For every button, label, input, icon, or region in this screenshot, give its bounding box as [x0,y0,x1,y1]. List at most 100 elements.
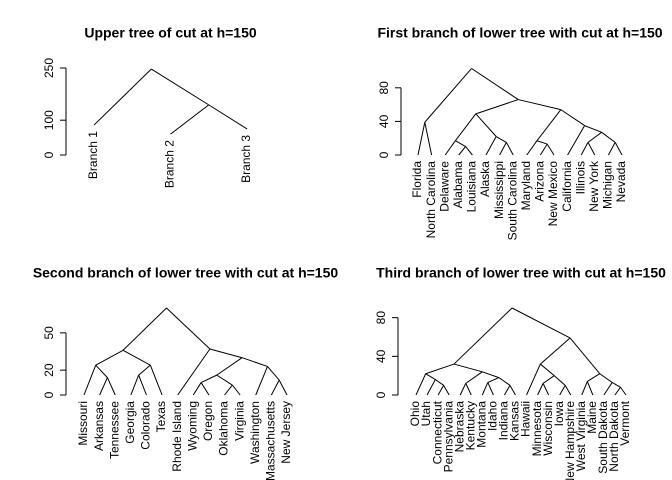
branch [542,375,555,384]
leaf-label: Colorado [139,401,153,450]
leaf-label: Michigan [601,161,615,209]
leaf-label: Indiana [497,401,511,441]
leaf-label: Alaska [478,161,492,197]
leaf-label: Washington [248,401,262,464]
branch [425,363,455,375]
branch [208,104,248,130]
leaf-label: Oregon [201,401,215,441]
branch [553,375,566,386]
branch [567,125,586,156]
branch [241,357,268,367]
branch [481,382,489,396]
leaf-label: Wyoming [185,401,199,451]
branch [95,364,108,378]
branch [415,373,427,396]
leaf-label: West Virginia [574,401,588,472]
leaf-label: Texas [154,401,168,432]
branch [536,109,562,142]
leaf-label: Maryland [519,161,533,210]
branch [435,379,444,386]
branch [587,142,596,156]
y-tick-label: 0 [42,391,56,398]
leaf-label: Rhode Island [170,401,184,472]
branch [614,142,623,156]
branch [130,374,140,396]
branch [224,384,233,396]
branch [177,348,211,396]
leaf-label: Vermont [618,400,632,445]
branch [93,68,152,126]
branch [584,125,602,133]
branch [536,140,548,145]
chart-title: Upper tree of cut at h=150 [84,25,257,41]
branch [560,109,585,127]
branch [537,383,544,396]
leaf-label: Kansas [508,401,522,441]
branch [278,379,288,396]
branch [170,104,210,135]
leaf-label: Branch 3 [239,135,253,183]
branch [540,337,571,365]
branch [216,357,243,376]
branch [122,349,151,366]
branch [526,140,538,156]
branch [216,374,233,386]
chart-title: First branch of lower tree with cut at h… [377,25,662,41]
branch [424,68,472,123]
branch [475,113,497,137]
branch [586,381,594,396]
branch [200,382,210,396]
leaf-label: Pennsylvania [441,401,455,473]
branch [138,364,151,376]
branch [526,363,541,396]
branch [151,68,210,106]
branch [580,142,589,156]
branch [495,136,507,143]
leaf-label: Illinois [573,161,587,194]
branch [426,379,436,396]
leaf-label: Tennessee [107,401,121,459]
branch [138,374,147,396]
leaf-label: Iowa [552,401,566,427]
branch [459,383,467,396]
branch [455,113,477,142]
branch [511,307,571,339]
branch [564,385,572,396]
branch [149,364,163,396]
branch [465,146,473,156]
leaf-label: Missouri [76,401,90,446]
branch [546,143,555,156]
leaf-label: Massachusetts [264,401,278,480]
branch [231,384,241,396]
leaf-label: New Mexico [546,161,560,227]
leaf-label: South Dakota [596,401,610,474]
branch [458,146,466,156]
y-tick-label: 40 [377,114,391,128]
branch [587,131,602,143]
leaf-label: Virginia [232,401,246,441]
leaf-label: Utah [419,401,433,426]
leaf-label: North Carolina [424,161,438,239]
y-tick-label: 80 [374,311,388,325]
leaf-label: Alabama [451,161,465,209]
branch [614,386,621,396]
leaf-label: Minnesota [530,401,544,457]
branch [417,122,426,156]
branch [465,383,472,396]
branch [611,382,621,388]
y-tick-label: 0 [42,151,56,158]
branch [540,363,555,377]
branch [487,377,500,383]
branch [270,379,280,396]
leaf-label: Oklahoma [217,401,231,456]
y-tick-label: 40 [374,349,388,363]
branch [603,382,613,396]
branch [424,122,433,156]
branch [542,383,550,396]
branch [99,377,108,396]
branch [437,385,445,396]
branch [122,307,167,351]
leaf-label: North Dakota [607,401,621,472]
branch [569,337,601,375]
branch [505,142,514,156]
